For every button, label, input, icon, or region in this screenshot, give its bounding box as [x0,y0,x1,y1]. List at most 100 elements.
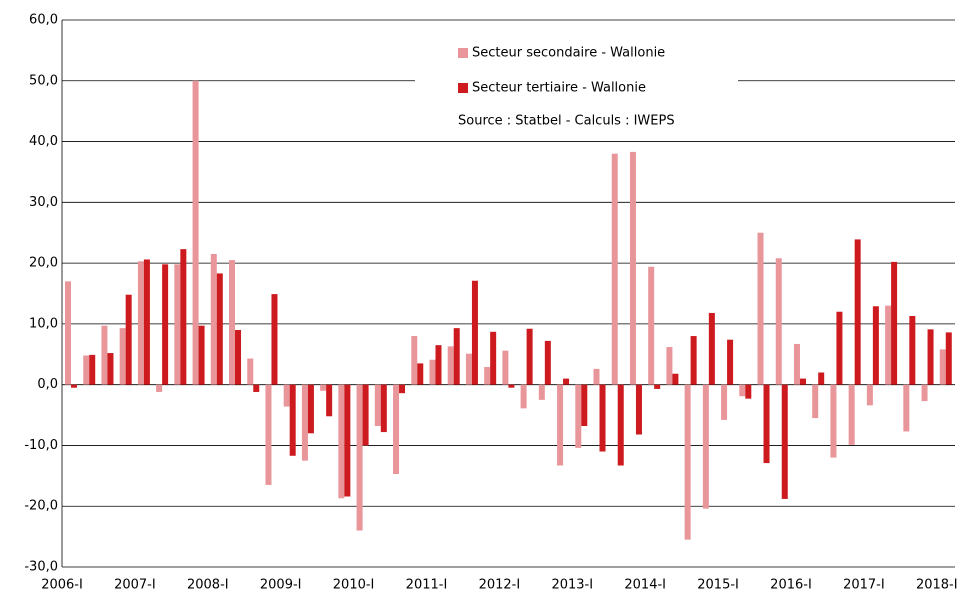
bars [65,80,952,540]
bar [866,384,873,406]
bar [490,331,497,385]
bar [672,373,679,385]
bar [654,384,661,389]
bar [374,384,381,426]
x-tick-label: 2010-I [333,578,375,593]
y-tick-label: 40,0 [29,134,58,149]
bar [216,273,223,385]
bar [271,294,278,385]
bar [502,350,509,385]
bar [125,294,132,385]
y-tick-label: 10,0 [29,316,58,331]
bar [508,384,515,388]
bar [393,384,400,475]
bar [101,325,108,385]
bar [411,336,418,385]
bar [247,358,254,385]
x-tick-label: 2018-I [916,578,958,593]
bar [137,261,144,385]
x-tick-label: 2013-I [551,578,593,593]
bar [854,239,861,385]
bar [107,353,114,385]
bar [235,329,242,385]
bar [210,253,217,385]
bar [921,384,928,402]
bar [885,305,892,385]
bar [174,264,181,385]
bar [399,384,406,394]
bar [575,384,582,448]
legend-box [415,38,738,138]
bar [909,315,916,385]
bar [453,328,460,385]
bar [599,384,606,452]
x-tick-label: 2011-I [406,578,448,593]
bar [739,384,746,397]
bar [836,311,843,385]
bar [939,349,946,385]
bar [702,384,709,509]
legend-label: Secteur tertiaire - Wallonie [472,81,646,96]
x-tick-label: 2014-I [624,578,666,593]
bar [143,259,150,385]
bar [71,384,77,388]
y-tick-label: -30,0 [24,560,58,575]
bar [520,384,527,409]
bar [775,258,782,385]
bar [927,329,934,385]
bar [417,363,424,385]
bar [162,264,169,385]
x-tick-label: 2015-I [697,578,739,593]
y-tick-label: 50,0 [29,73,58,88]
bar [763,384,770,464]
bar [380,384,387,433]
y-tick-label: 0,0 [37,377,58,392]
x-tick-label: 2006-I [41,578,83,593]
bar [812,384,819,419]
bar [891,261,898,385]
bar [192,80,199,385]
bar [156,384,163,392]
bar [447,346,454,385]
bar [648,266,655,385]
bar [526,328,533,385]
x-tick-label: 2008-I [187,578,229,593]
bar [557,384,564,466]
bar [429,359,436,385]
bar [65,281,71,385]
bar [629,151,636,385]
y-tick-label: -20,0 [24,499,58,514]
bar [289,384,296,456]
bar [793,343,800,385]
bar [708,312,715,385]
bar [818,372,825,385]
bar [544,340,551,385]
bar [198,325,205,385]
bar [593,368,600,385]
legend-swatch [458,83,468,93]
bar [435,345,442,385]
bar [872,306,879,385]
bar [757,232,764,385]
bar [781,384,788,499]
x-tick-label: 2012-I [479,578,521,593]
legend-swatch [458,48,468,58]
bar [307,384,314,434]
bar [283,384,290,407]
bar [362,384,369,446]
x-tick-label: 2016-I [770,578,812,593]
y-tick-label: -10,0 [24,438,58,453]
bar [344,384,351,497]
bar [563,378,570,385]
bar [484,367,491,385]
bar [538,384,545,400]
bar [666,346,673,385]
bar [338,384,345,499]
legend: Secteur secondaire - Wallonie Secteur ter… [458,46,665,96]
x-tick-label: 2007-I [114,578,156,593]
bar [721,384,728,420]
bar [265,384,272,485]
bar [89,354,96,385]
bar [830,384,837,458]
